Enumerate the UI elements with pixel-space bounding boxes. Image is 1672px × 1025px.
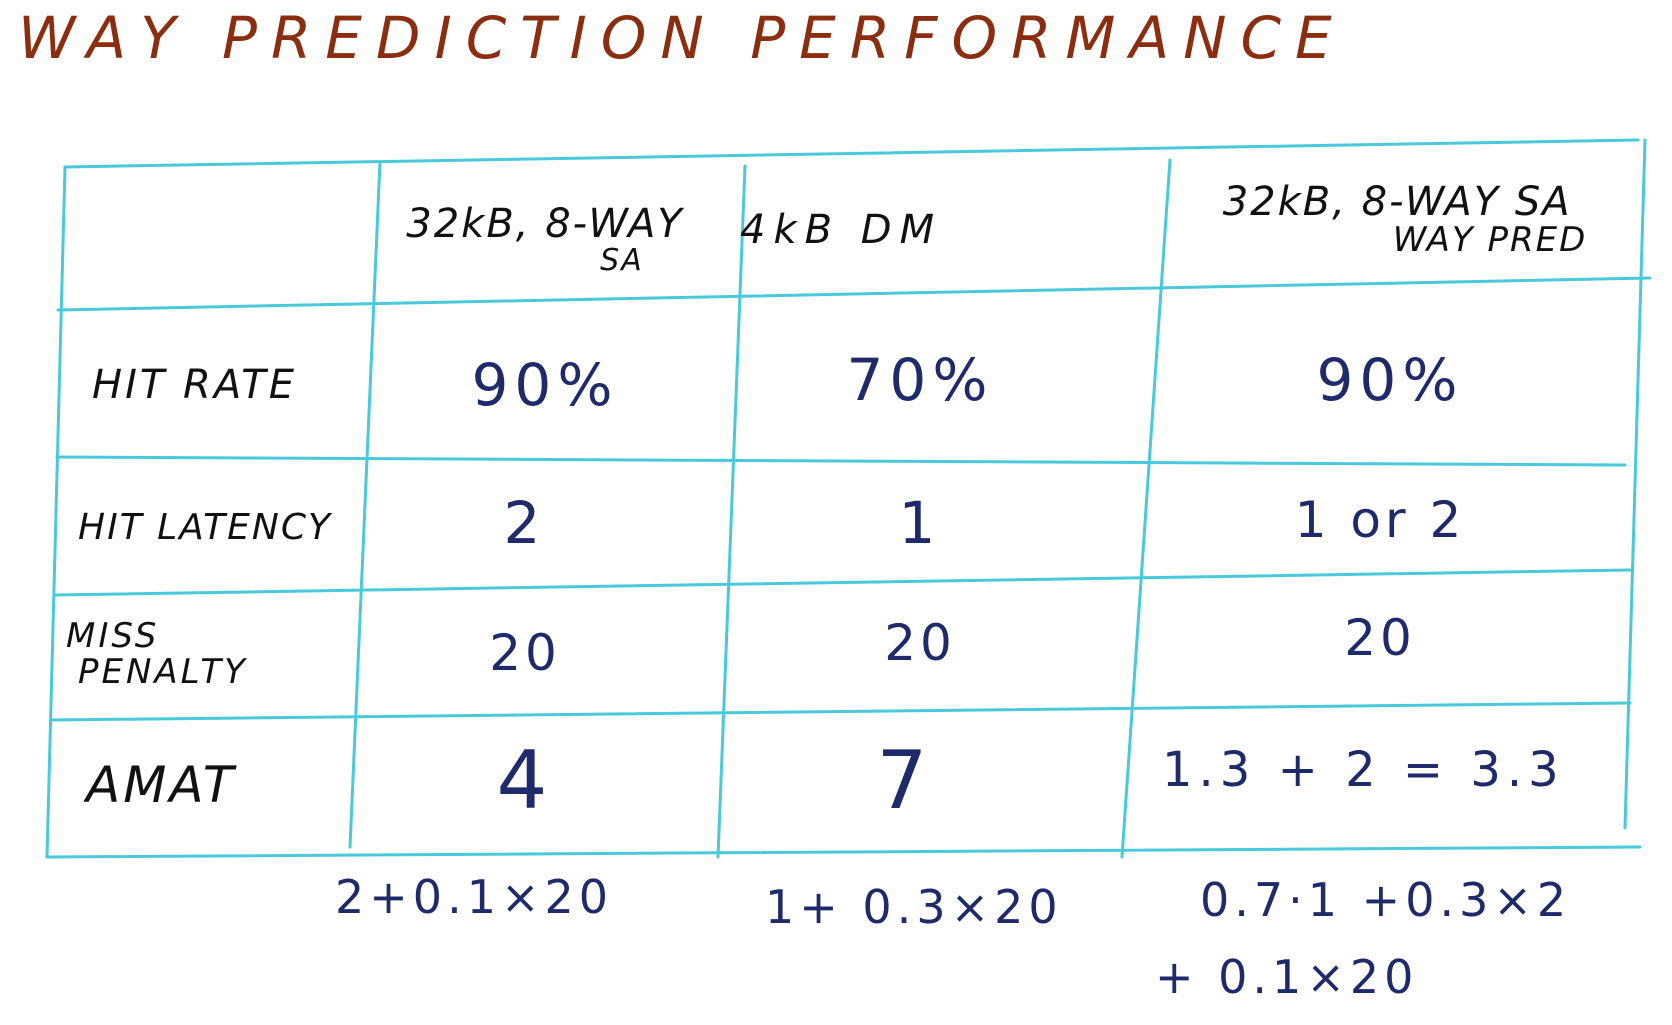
grid-line-right [1623, 138, 1647, 830]
row-label-amat: AMAT [86, 720, 356, 850]
grid-line-row1 [55, 455, 1627, 467]
grid-line-left [45, 165, 67, 859]
grid-line-row3 [50, 701, 1632, 722]
grid-line-bottom [45, 845, 1642, 859]
row-label-hit-latency: HIT LATENCY [78, 470, 358, 585]
amat-32kb-8way: 4 [496, 733, 554, 827]
amat-calc-4kb-dm: 1+ 0.3×20 [765, 880, 1063, 934]
grid-line-top [63, 138, 1640, 169]
row-label-line1: MISS [66, 616, 160, 657]
hit-latency-32kb-8way: 2 [503, 488, 547, 557]
column-header-line2: WAY PRED [1392, 220, 1588, 261]
hit-latency-way-pred: 1 or 2 [1294, 490, 1466, 549]
miss-penalty-32kb-8way: 20 [489, 623, 561, 682]
row-label-text: AMAT [86, 756, 237, 814]
column-header-32kb-8way-sa-way-pred: 32kB, 8-WAY SA WAY PRED [1180, 160, 1630, 280]
page-title: WAY PREDICTION PERFORMANCE [18, 4, 1346, 72]
miss-penalty-way-pred: 20 [1344, 608, 1416, 667]
column-header-line1: 32kB, 8-WAY SA [1222, 179, 1572, 226]
hit-latency-4kb-dm: 1 [898, 488, 942, 557]
amat-way-pred: 1.3 + 2 = 3.3 [1162, 742, 1565, 798]
column-header-32kb-8way-sa: 32kB, 8-WAY SA [380, 190, 710, 290]
column-header-line1: 32kB, 8-WAY [406, 201, 684, 248]
column-header-4kb-dm: 4kB DM [740, 180, 1070, 280]
grid-line-col3 [1120, 158, 1172, 859]
amat-calc-way-pred-line1: 0.7·1 +0.3×2 [1200, 873, 1572, 927]
amat-calc-way-pred-line2: + 0.1×20 [1155, 950, 1419, 1004]
grid-line-row2 [53, 568, 1632, 597]
row-label-text: HIT LATENCY [78, 507, 332, 548]
row-label-miss-penalty: MISS PENALTY [66, 600, 346, 710]
grid-line-col1 [348, 160, 382, 849]
miss-penalty-4kb-dm: 20 [884, 613, 956, 672]
grid-line-col2 [716, 164, 747, 859]
row-label-text: HIT RATE [92, 362, 297, 408]
column-header-line1: 4kB DM [740, 207, 943, 253]
amat-calc-32kb-8way: 2+0.1×20 [335, 870, 614, 924]
hit-rate-4kb-dm: 70% [846, 346, 994, 414]
column-header-line2: SA [600, 243, 644, 279]
hit-rate-way-pred: 90% [1316, 346, 1464, 414]
amat-4kb-dm: 7 [876, 733, 934, 827]
row-label-hit-rate: HIT RATE [92, 320, 362, 450]
grid-line-header [56, 276, 1652, 312]
hit-rate-32kb-8way: 90% [471, 351, 619, 419]
row-label-line2: PENALTY [78, 652, 248, 692]
